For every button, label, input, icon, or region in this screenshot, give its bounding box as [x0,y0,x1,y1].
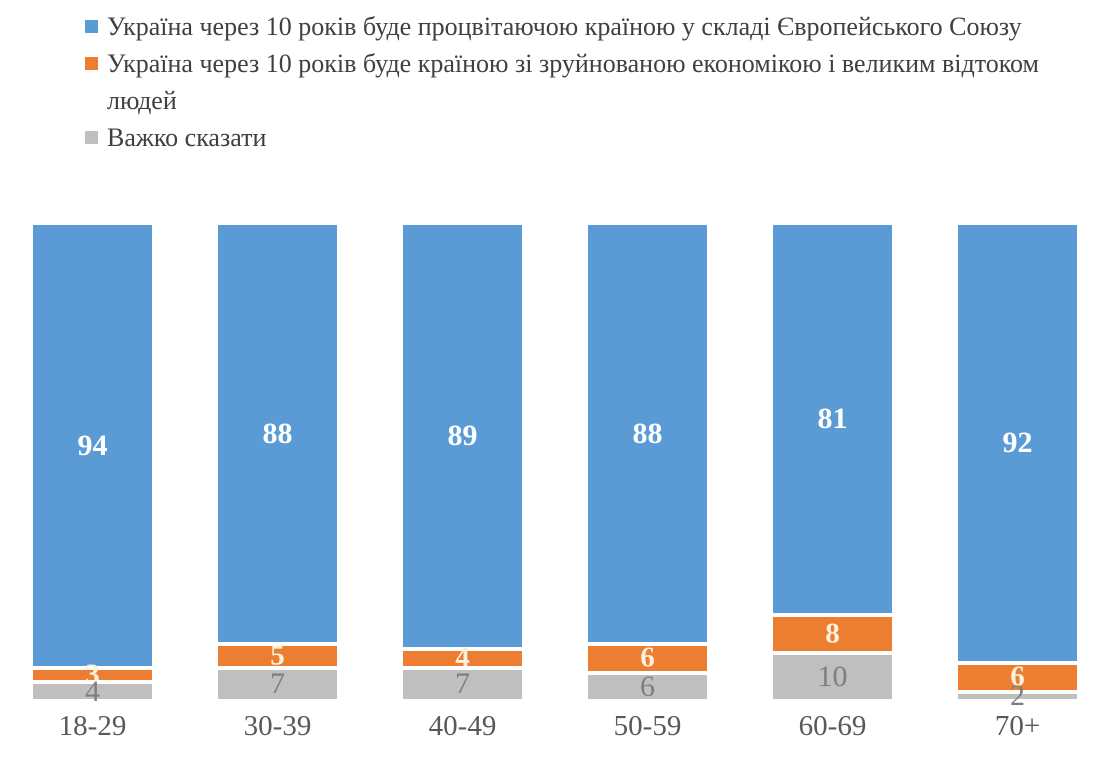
legend-item-ruined-economy: Україна через 10 років буде країною зі з… [85,45,1082,119]
segment-eu-prosperous-60-69: 81 [773,225,892,613]
bar-60-69: 81 8 10 [773,225,892,699]
legend-swatch-orange-icon [85,57,98,70]
segment-value-label: 2 [1010,679,1025,713]
legend-item-hard-to-say: Важко сказати [85,119,1082,156]
segment-ruined-economy-30-39: 5 [218,641,337,670]
segment-hard-to-say-40-49: 7 [403,665,522,701]
legend-swatch-blue-icon [85,20,98,33]
segment-value-label: 92 [1002,426,1033,460]
bar-70+: 92 6 2 [958,225,1077,711]
bar-50-59: 88 6 6 [588,225,707,703]
segment-value-label: 6 [640,641,655,674]
legend-swatch-gray-icon [85,131,98,144]
segment-value-label: 8 [825,617,840,650]
segment-value-label: 88 [262,416,293,450]
legend-label-ruined-economy: Україна через 10 років буде країною зі з… [107,49,1039,115]
segment-value-label: 6 [1010,660,1025,693]
segment-value-label: 4 [85,674,100,708]
segment-eu-prosperous-50-59: 88 [588,225,707,643]
segment-value-label: 4 [455,641,470,674]
legend: Україна через 10 років буде процвітаючою… [85,8,1082,156]
x-axis-label-60-69: 60-69 [798,710,867,742]
segment-ruined-economy-40-49: 4 [403,643,522,672]
segment-value-label: 7 [270,667,285,701]
segment-eu-prosperous-18-29: 94 [33,225,152,667]
segment-eu-prosperous-30-39: 88 [218,225,337,643]
legend-label-eu-prosperous: Україна через 10 років буде процвітаючою… [107,12,1022,41]
segment-value-label: 6 [640,669,655,703]
segment-hard-to-say-18-29: 4 [33,676,152,706]
legend-item-eu-prosperous: Україна через 10 років буде процвітаючою… [85,8,1082,45]
segment-eu-prosperous-70+: 92 [958,225,1077,662]
segment-ruined-economy-70+: 6 [958,660,1077,693]
x-axis-label-70+: 70+ [994,710,1041,742]
segment-ruined-economy-60-69: 8 [773,612,892,652]
segment-value-label: 81 [817,401,848,435]
segment-hard-to-say-50-59: 6 [588,669,707,703]
x-axis-labels: 18-29 30-39 40-49 50-59 60-69 70+ [33,710,1077,743]
segment-value-label: 7 [455,667,470,701]
segment-ruined-economy-50-59: 6 [588,641,707,674]
x-axis-label-50-59: 50-59 [613,710,682,742]
bar-30-39: 88 5 7 [218,225,337,699]
plot-area: 94 3 4 88 5 7 89 4 7 88 6 6 81 8 10 92 6 2 [33,225,1077,711]
segment-value-label: 94 [77,428,108,462]
segment-value-label: 10 [817,660,848,694]
x-axis-label-18-29: 18-29 [58,710,127,742]
legend-label-hard-to-say: Важко сказати [107,123,267,152]
segment-hard-to-say-30-39: 7 [218,665,337,701]
x-axis-label-30-39: 30-39 [243,710,312,742]
bar-18-29: 94 3 4 [33,225,152,706]
segment-value-label: 89 [447,418,478,452]
segment-value-label: 5 [270,639,285,672]
segment-value-label: 88 [632,416,663,450]
segment-hard-to-say-60-69: 10 [773,651,892,699]
segment-hard-to-say-70+: 2 [958,681,1077,711]
x-axis-label-40-49: 40-49 [428,710,497,742]
bar-40-49: 89 4 7 [403,225,522,699]
segment-eu-prosperous-40-49: 89 [403,225,522,647]
